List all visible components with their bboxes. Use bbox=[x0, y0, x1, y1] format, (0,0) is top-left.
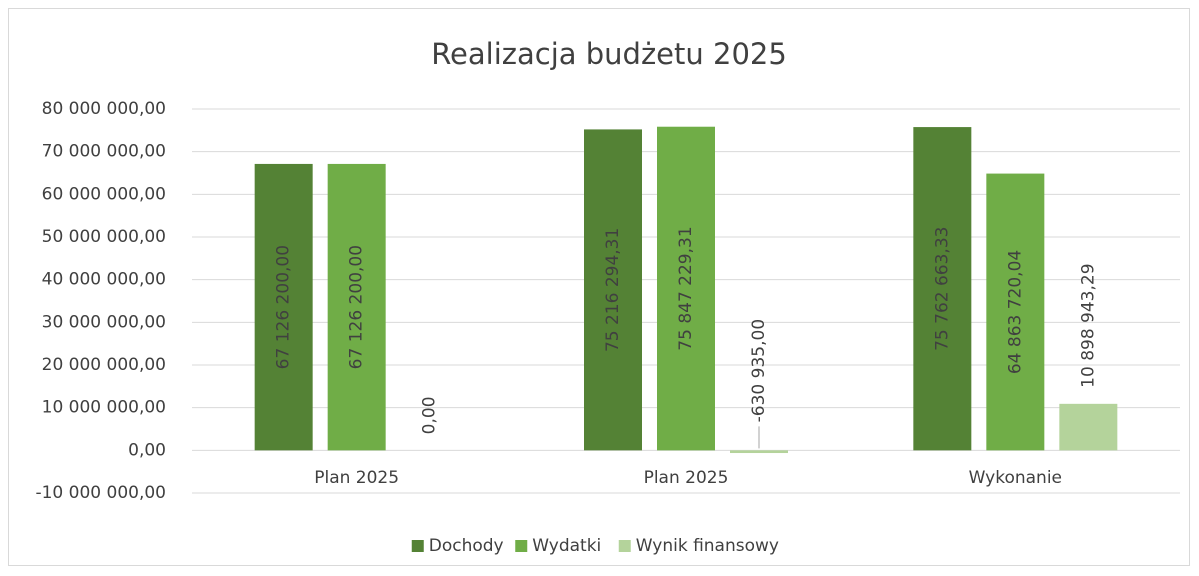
y-tick-label: -10 000 000,00 bbox=[35, 483, 166, 503]
y-tick-label: 80 000 000,00 bbox=[42, 99, 166, 119]
data-label: 75 762 663,33 bbox=[932, 227, 952, 351]
legend-label: Wynik finansowy bbox=[636, 536, 779, 556]
x-tick-label: Plan 2025 bbox=[644, 468, 729, 488]
y-tick-label: 10 000 000,00 bbox=[42, 398, 166, 418]
bar bbox=[327, 163, 386, 451]
y-tick-label: 60 000 000,00 bbox=[42, 184, 166, 204]
x-tick-label: Wykonanie bbox=[969, 468, 1062, 488]
data-label: 67 126 200,00 bbox=[274, 245, 294, 369]
data-label: 67 126 200,00 bbox=[347, 245, 367, 369]
y-tick-label: 0,00 bbox=[128, 440, 166, 460]
legend-label: Dochody bbox=[429, 536, 504, 556]
y-tick-label: 50 000 000,00 bbox=[42, 227, 166, 247]
y-tick-label: 30 000 000,00 bbox=[42, 312, 166, 332]
bar bbox=[1059, 403, 1118, 451]
data-label: 64 863 720,04 bbox=[1005, 250, 1025, 374]
legend-label: Wydatki bbox=[532, 536, 601, 556]
bar bbox=[657, 126, 715, 451]
bar bbox=[254, 163, 313, 451]
y-tick-label: 40 000 000,00 bbox=[42, 270, 166, 290]
y-tick-label: 70 000 000,00 bbox=[42, 142, 166, 162]
bar bbox=[730, 450, 788, 454]
chart-title: Realizacja budżetu 2025 bbox=[431, 37, 787, 71]
data-label: -630 935,00 bbox=[749, 319, 769, 422]
bar bbox=[584, 129, 642, 451]
data-label: 75 847 229,31 bbox=[676, 226, 696, 350]
legend-swatch bbox=[515, 540, 528, 552]
data-label: 0,00 bbox=[420, 396, 440, 434]
data-label: 75 216 294,31 bbox=[603, 228, 623, 352]
legend-swatch bbox=[618, 540, 631, 552]
y-tick-label: 20 000 000,00 bbox=[42, 355, 166, 375]
x-tick-label: Plan 2025 bbox=[314, 468, 399, 488]
bar bbox=[986, 173, 1045, 451]
data-label: 10 898 943,29 bbox=[1078, 263, 1098, 387]
legend-swatch bbox=[411, 540, 424, 552]
bar bbox=[913, 127, 972, 451]
